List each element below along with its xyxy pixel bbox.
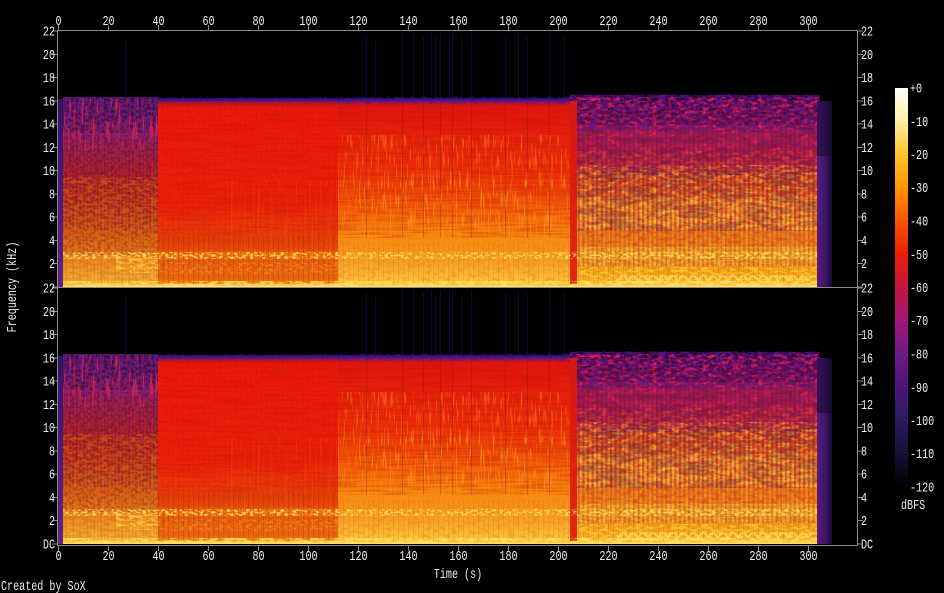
svg-text:8: 8 [861, 444, 867, 460]
svg-text:18: 18 [861, 71, 873, 87]
svg-text:180: 180 [499, 14, 517, 30]
svg-text:-90: -90 [910, 381, 928, 397]
svg-text:20: 20 [102, 549, 114, 565]
svg-text:80: 80 [252, 549, 264, 565]
svg-text:20: 20 [43, 48, 55, 64]
svg-text:-20: -20 [910, 148, 928, 164]
svg-text:20: 20 [43, 305, 55, 321]
svg-text:22: 22 [861, 25, 873, 41]
svg-text:60: 60 [202, 14, 214, 30]
svg-text:8: 8 [861, 187, 867, 203]
svg-text:10: 10 [43, 164, 55, 180]
svg-text:2: 2 [861, 257, 867, 273]
svg-text:60: 60 [202, 549, 214, 565]
svg-text:10: 10 [861, 164, 873, 180]
svg-text:18: 18 [861, 328, 873, 344]
svg-text:20: 20 [861, 48, 873, 64]
svg-text:100: 100 [299, 549, 317, 565]
svg-text:6: 6 [49, 468, 55, 484]
svg-text:14: 14 [861, 118, 873, 134]
svg-text:280: 280 [749, 14, 767, 30]
svg-text:140: 140 [399, 14, 417, 30]
svg-text:18: 18 [43, 71, 55, 87]
svg-text:180: 180 [499, 549, 517, 565]
svg-text:16: 16 [43, 94, 55, 110]
svg-text:4: 4 [49, 491, 55, 507]
svg-text:Created by SoX: Created by SoX [1, 579, 86, 593]
svg-text:40: 40 [152, 14, 164, 30]
svg-text:20: 20 [861, 305, 873, 321]
svg-text:-30: -30 [910, 181, 928, 197]
svg-text:+0: +0 [910, 82, 922, 98]
svg-text:260: 260 [699, 549, 717, 565]
svg-text:2: 2 [49, 514, 55, 530]
svg-text:40: 40 [152, 549, 164, 565]
svg-text:22: 22 [861, 282, 873, 298]
svg-text:-70: -70 [910, 314, 928, 330]
svg-text:2: 2 [49, 257, 55, 273]
svg-text:300: 300 [799, 14, 817, 30]
svg-text:14: 14 [43, 375, 55, 391]
svg-text:240: 240 [649, 14, 667, 30]
svg-text:-110: -110 [910, 447, 934, 463]
svg-text:120: 120 [349, 14, 367, 30]
svg-text:200: 200 [549, 549, 567, 565]
svg-text:2: 2 [861, 514, 867, 530]
svg-text:DC: DC [861, 538, 873, 554]
svg-text:22: 22 [43, 282, 55, 298]
svg-text:80: 80 [252, 14, 264, 30]
svg-text:-60: -60 [910, 281, 928, 297]
svg-text:-100: -100 [910, 414, 934, 430]
svg-text:300: 300 [799, 549, 817, 565]
svg-text:10: 10 [861, 421, 873, 437]
svg-text:-120: -120 [910, 481, 934, 497]
svg-text:14: 14 [861, 375, 873, 391]
svg-text:240: 240 [649, 549, 667, 565]
svg-text:16: 16 [861, 94, 873, 110]
svg-text:8: 8 [49, 444, 55, 460]
svg-text:0: 0 [55, 14, 61, 30]
svg-text:20: 20 [102, 14, 114, 30]
svg-text:140: 140 [399, 549, 417, 565]
svg-text:16: 16 [861, 351, 873, 367]
svg-text:6: 6 [49, 211, 55, 227]
svg-text:6: 6 [861, 468, 867, 484]
svg-text:4: 4 [861, 234, 867, 250]
svg-text:16: 16 [43, 351, 55, 367]
svg-text:DC: DC [43, 538, 55, 554]
svg-text:4: 4 [861, 491, 867, 507]
svg-text:-50: -50 [910, 248, 928, 264]
svg-text:14: 14 [43, 118, 55, 134]
svg-text:12: 12 [861, 141, 873, 157]
svg-text:-80: -80 [910, 348, 928, 364]
svg-text:4: 4 [49, 234, 55, 250]
svg-text:0: 0 [55, 549, 61, 565]
svg-text:280: 280 [749, 549, 767, 565]
svg-text:12: 12 [43, 398, 55, 414]
svg-text:12: 12 [43, 141, 55, 157]
svg-text:10: 10 [43, 421, 55, 437]
svg-text:220: 220 [599, 549, 617, 565]
svg-text:6: 6 [861, 211, 867, 227]
svg-text:120: 120 [349, 549, 367, 565]
svg-text:200: 200 [549, 14, 567, 30]
svg-text:22: 22 [43, 25, 55, 41]
svg-text:160: 160 [449, 14, 467, 30]
svg-text:100: 100 [299, 14, 317, 30]
svg-text:-40: -40 [910, 215, 928, 231]
svg-text:220: 220 [599, 14, 617, 30]
svg-text:dBFS: dBFS [901, 498, 925, 514]
svg-text:18: 18 [43, 328, 55, 344]
svg-text:-10: -10 [910, 115, 928, 131]
svg-text:260: 260 [699, 14, 717, 30]
svg-text:12: 12 [861, 398, 873, 414]
svg-text:8: 8 [49, 187, 55, 203]
svg-text:160: 160 [449, 549, 467, 565]
svg-text:Frequency (kHz): Frequency (kHz) [5, 242, 21, 333]
svg-text:Time (s): Time (s) [434, 567, 482, 583]
